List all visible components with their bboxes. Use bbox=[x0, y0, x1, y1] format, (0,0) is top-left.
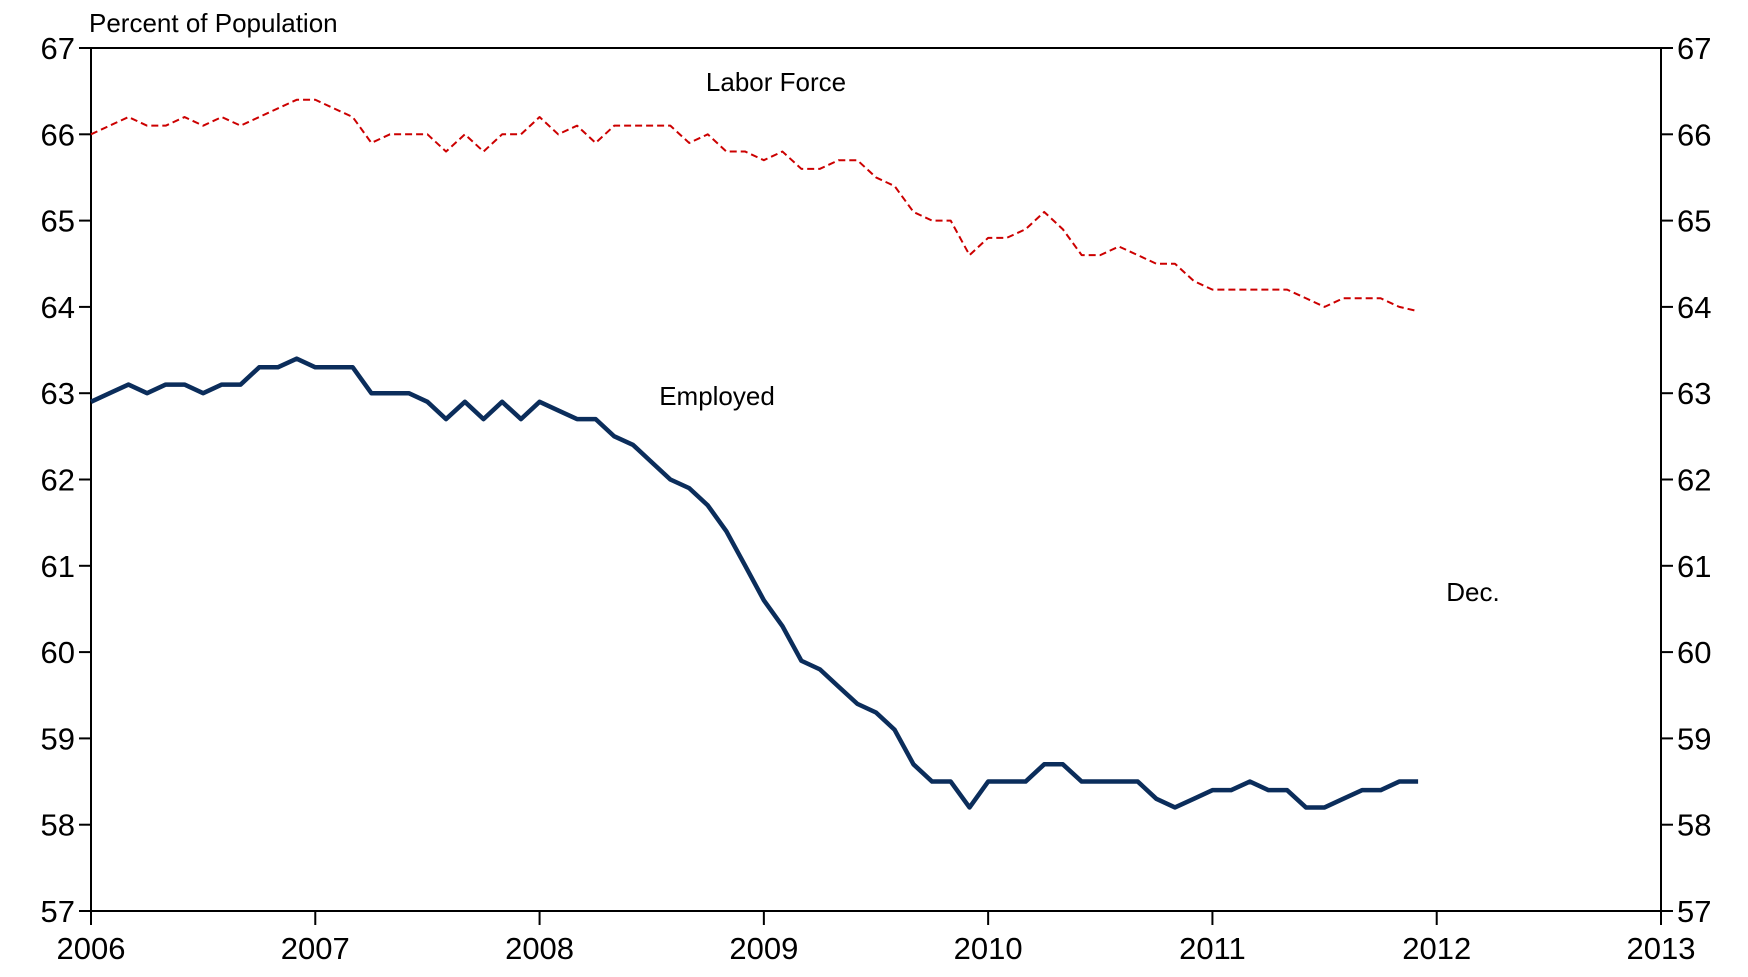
y2-tick-label: 64 bbox=[1677, 290, 1711, 325]
y2-tick-label: 66 bbox=[1677, 117, 1711, 152]
y2-tick-label: 65 bbox=[1677, 204, 1711, 239]
y-tick-label: 61 bbox=[41, 549, 75, 584]
y-axis-label: Percent of Population bbox=[89, 8, 338, 38]
y-tick-label: 64 bbox=[41, 290, 75, 325]
x-tick-label: 2009 bbox=[729, 931, 798, 966]
y2-tick-label: 60 bbox=[1677, 635, 1711, 670]
y-tick-label: 63 bbox=[41, 376, 75, 411]
y2-tick-label: 61 bbox=[1677, 549, 1711, 584]
annotation: Employed bbox=[659, 381, 775, 411]
x-tick-label: 2007 bbox=[281, 931, 350, 966]
series-line bbox=[90, 98, 1419, 313]
y-tick-label: 60 bbox=[41, 635, 75, 670]
annotation: Dec. bbox=[1446, 577, 1499, 607]
x-tick-label: 2011 bbox=[1179, 931, 1246, 966]
y-tick-label: 57 bbox=[41, 894, 75, 929]
x-tick-label: 2012 bbox=[1402, 931, 1471, 966]
x-tick-label: 2010 bbox=[954, 931, 1023, 966]
y2-tick-label: 58 bbox=[1677, 808, 1711, 843]
annotation: Labor Force bbox=[706, 67, 846, 97]
y-tick-label: 66 bbox=[41, 117, 75, 152]
x-tick-label: 2006 bbox=[57, 931, 126, 966]
y-tick-label: 67 bbox=[41, 31, 75, 66]
series-line bbox=[90, 356, 1419, 810]
y2-tick-label: 63 bbox=[1677, 376, 1711, 411]
y2-tick-label: 59 bbox=[1677, 721, 1711, 756]
y-tick-label: 65 bbox=[41, 204, 75, 239]
y2-tick-label: 67 bbox=[1677, 31, 1711, 66]
x-tick-label: 2013 bbox=[1627, 931, 1696, 966]
x-tick-label: 2008 bbox=[505, 931, 574, 966]
y2-tick-label: 57 bbox=[1677, 894, 1711, 929]
y2-tick-label: 62 bbox=[1677, 463, 1711, 498]
y-tick-label: 58 bbox=[41, 808, 75, 843]
y-tick-label: 59 bbox=[41, 721, 75, 756]
y-tick-label: 62 bbox=[41, 463, 75, 498]
